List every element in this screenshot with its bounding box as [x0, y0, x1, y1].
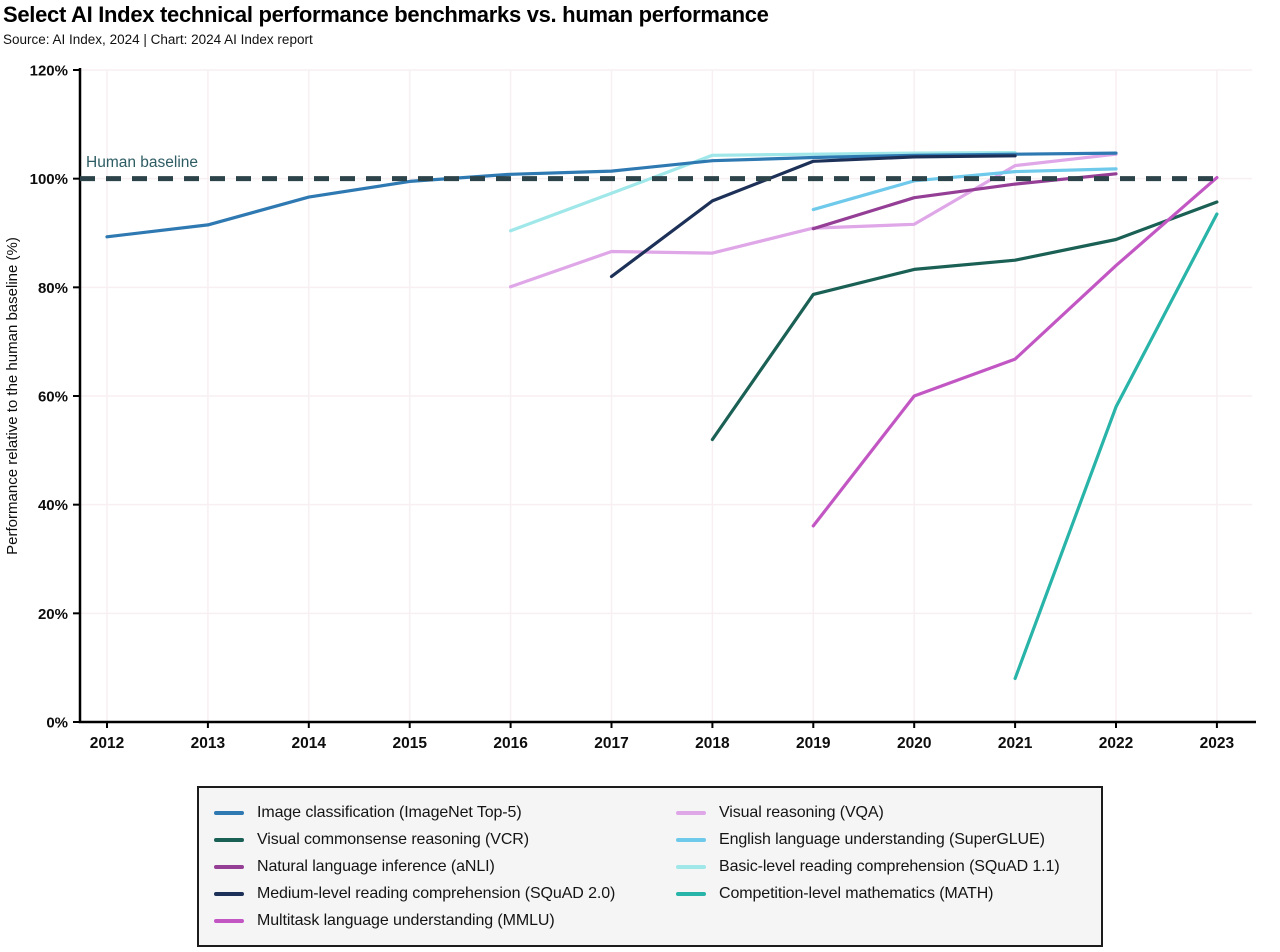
series-line-mmlu [811, 176, 1219, 528]
y-axis-title: Performance relative to the human baseli… [4, 237, 21, 555]
legend-label: Visual reasoning (VQA) [719, 803, 884, 821]
benchmark-line-chart: 0% 20% 40% 60% 80% 100% 120% 2012 2013 2014 2015 20… [4, 63, 1256, 752]
legend-label: Multitask language understanding (MMLU) [257, 911, 555, 929]
series-line-anli [811, 172, 1118, 231]
page-title: Select AI Index technical performance be… [3, 2, 769, 27]
y-tick-label: 120% [30, 63, 68, 80]
series-line-squad20 [609, 154, 1017, 279]
legend-swatch-squad20 [214, 891, 244, 896]
legend-swatch-vqa [676, 810, 706, 815]
legend-swatch-anli [214, 864, 244, 869]
legend-swatch-math [676, 891, 706, 896]
legend-item-math: Competition-level mathematics (MATH) [661, 880, 1060, 907]
x-tick-label: 2020 [897, 735, 931, 752]
legend-swatch-mmlu [214, 918, 244, 923]
x-tick-label: 2018 [695, 735, 730, 752]
legend-label: Basic-level reading comprehension (SQuAD… [719, 857, 1060, 875]
y-tick-label: 80% [38, 280, 68, 297]
x-tick-label: 2016 [493, 735, 528, 752]
y-tick-label: 40% [38, 497, 68, 514]
human-baseline-label: Human baseline [86, 154, 198, 171]
legend-item-imagenet: Image classification (ImageNet Top-5) [199, 799, 661, 826]
legend-item-vcr: Visual commonsense reasoning (VCR) [199, 826, 661, 853]
x-tick-label: 2023 [1200, 735, 1235, 752]
legend-item-mmlu: Multitask language understanding (MMLU) [199, 907, 661, 934]
legend-column: Visual reasoning (VQA) English language u… [661, 799, 1060, 934]
legend-label: Natural language inference (aNLI) [257, 857, 495, 875]
y-tick-label: 60% [38, 389, 68, 406]
legend-label: Image classification (ImageNet Top-5) [257, 803, 522, 821]
legend-label: Competition-level mathematics (MATH) [719, 884, 994, 902]
x-tick-label: 2013 [191, 735, 226, 752]
y-tick-label: 20% [38, 606, 68, 623]
legend-item-vqa: Visual reasoning (VQA) [661, 799, 1060, 826]
legend-label: English language understanding (SuperGLU… [719, 830, 1045, 848]
legend-item-squad11: Basic-level reading comprehension (SQuAD… [661, 853, 1060, 880]
x-tick-label: 2021 [998, 735, 1033, 752]
chart-legend: Image classification (ImageNet Top-5) Vis… [197, 786, 1103, 947]
legend-swatch-vcr [214, 837, 244, 842]
legend-column: Image classification (ImageNet Top-5) Vis… [199, 799, 661, 934]
x-tick-label: 2012 [90, 735, 124, 752]
x-tick-label: 2022 [1099, 735, 1133, 752]
chart-source: Source: AI Index, 2024 | Chart: 2024 AI … [3, 32, 313, 47]
x-tick-label: 2019 [796, 735, 831, 752]
series-line-vcr [710, 200, 1219, 442]
chart-header: Select AI Index technical performance be… [0, 0, 1280, 48]
legend-swatch-superglue [676, 837, 706, 842]
legend-item-superglue: English language understanding (SuperGLU… [661, 826, 1060, 853]
y-tick-label: 0% [46, 715, 68, 732]
x-tick-label: 2015 [392, 735, 427, 752]
legend-item-squad20: Medium-level reading comprehension (SQuA… [199, 880, 661, 907]
legend-swatch-squad11 [676, 864, 706, 869]
y-tick-label: 100% [30, 171, 68, 188]
series-line-math [1013, 212, 1219, 681]
series-line-squad11 [509, 150, 1017, 233]
legend-swatch-imagenet [214, 810, 244, 815]
x-tick-label: 2014 [292, 735, 327, 752]
legend-label: Medium-level reading comprehension (SQuA… [257, 884, 616, 902]
legend-label: Visual commonsense reasoning (VCR) [257, 830, 529, 848]
series-line-superglue [811, 167, 1118, 212]
x-tick-label: 2017 [594, 735, 628, 752]
legend-item-anli: Natural language inference (aNLI) [199, 853, 661, 880]
